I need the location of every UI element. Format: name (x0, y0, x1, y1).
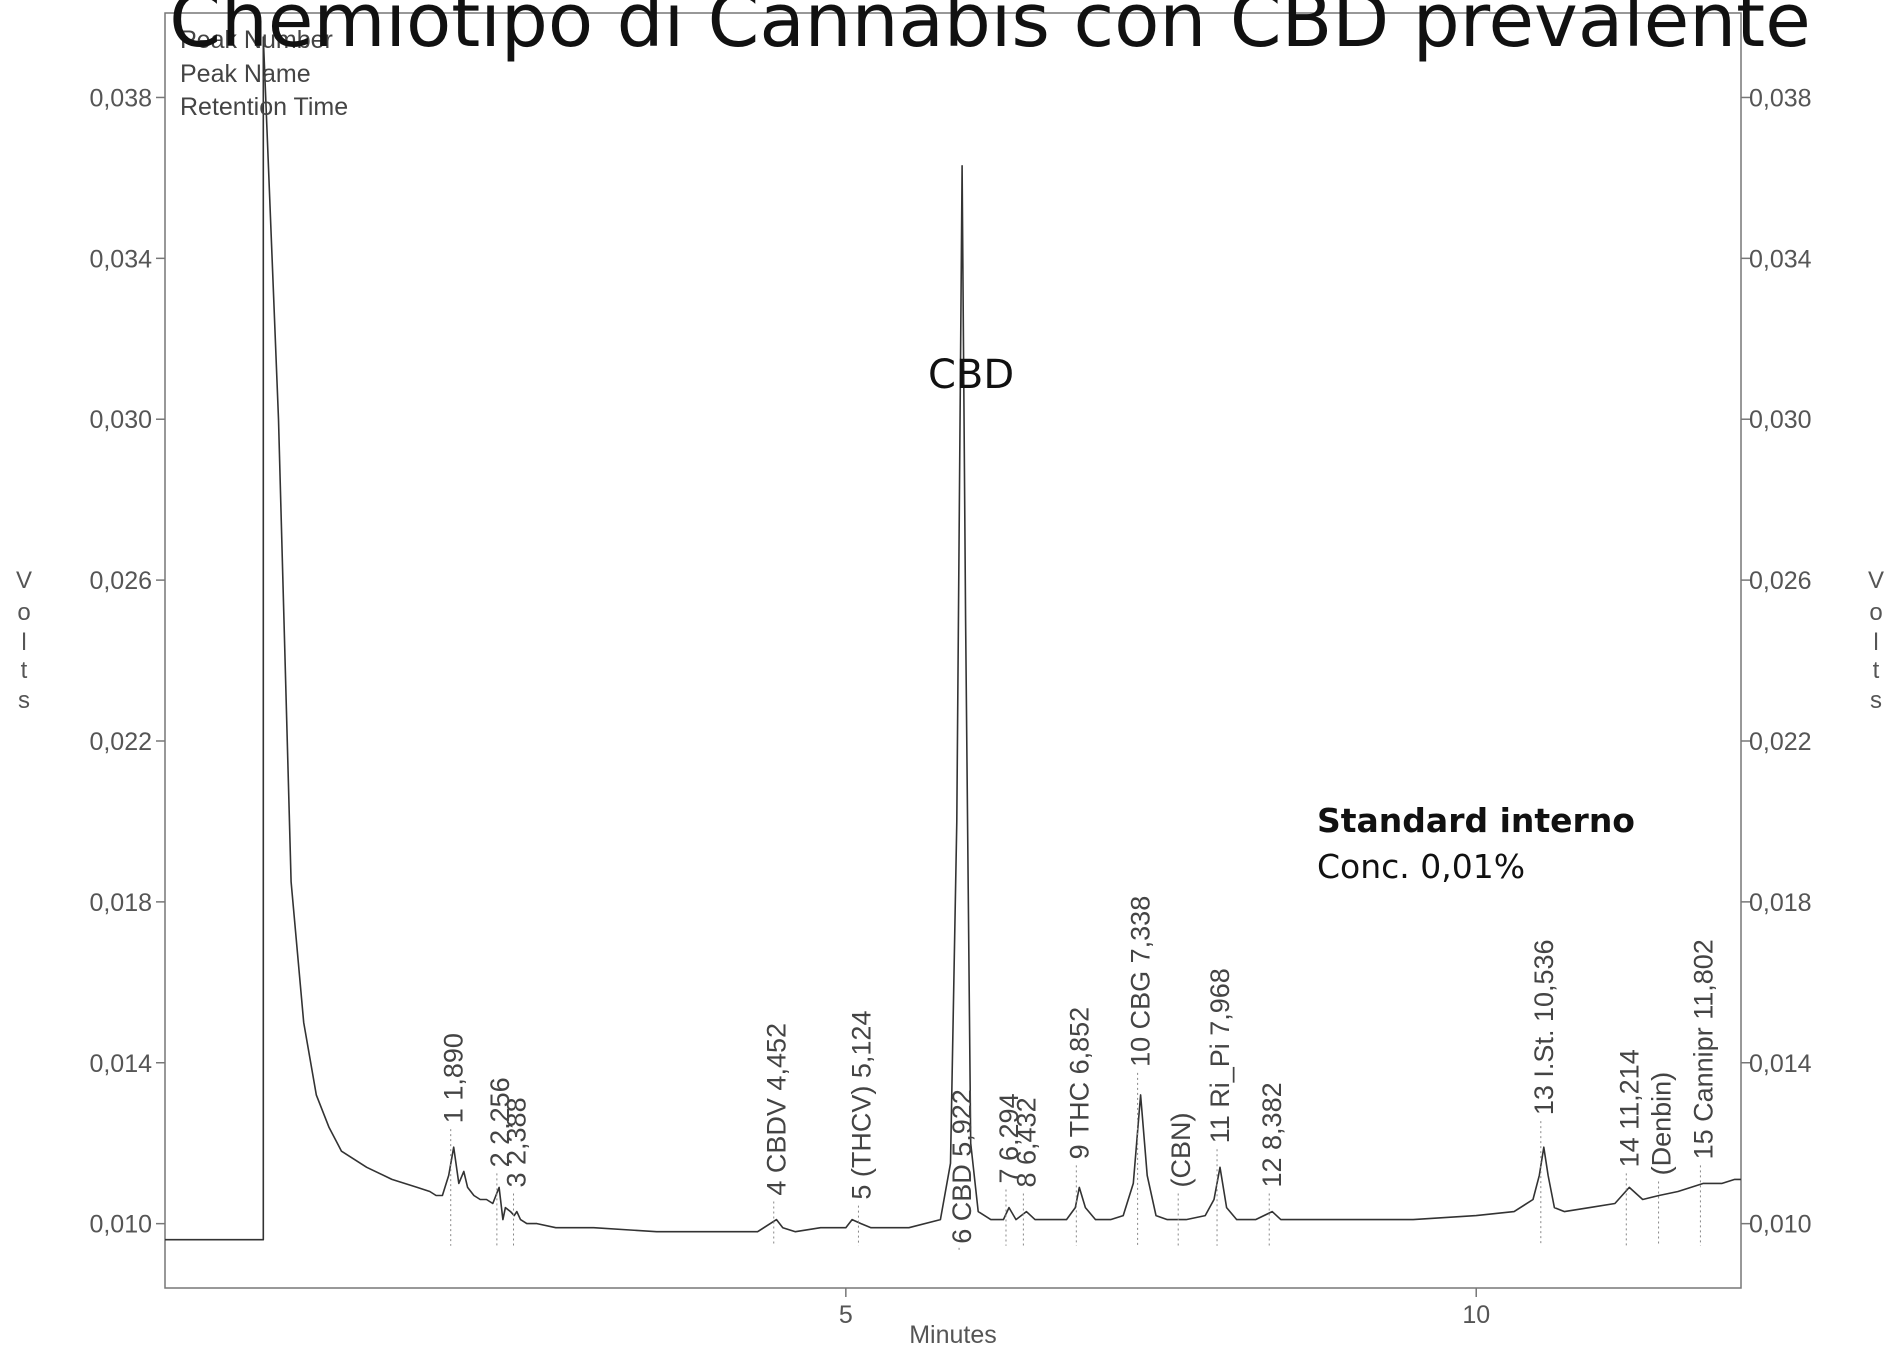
legend-item-retention-time: Retention Time (180, 93, 348, 121)
y-tick-label-right: 0,010 (1749, 1211, 1812, 1239)
peak-label: 12 8,382 (1257, 1082, 1287, 1187)
y-tick-label-right: 0,026 (1749, 567, 1812, 595)
peak-label: 5 (THCV) 5,124 (847, 1011, 877, 1200)
y-tick-label-left: 0,038 (89, 84, 152, 112)
standard-annotation-title: Standard interno (1317, 801, 1635, 840)
y-label-right-letter: V (1868, 567, 1884, 594)
plot-frame (164, 12, 1742, 1289)
y-tick-label-right: 0,018 (1749, 889, 1812, 917)
peak-label: 10 CBG 7,338 (1126, 896, 1156, 1067)
peak-label: 13 I.St. 10,536 (1529, 939, 1559, 1115)
x-tick-label: 5 (839, 1301, 853, 1329)
y-label-left-letter: s (18, 687, 30, 714)
y-tick-label-right: 0,014 (1749, 1050, 1812, 1078)
legend: Peak Number Peak Name Retention Time (180, 26, 348, 121)
peak-label: 15 Cannipr 11,802 (1688, 939, 1718, 1159)
peak-label: 2 2,256 (485, 1077, 515, 1167)
peak-label: 1 1,890 (439, 1033, 469, 1123)
x-tick-label: 10 (1462, 1301, 1490, 1329)
y-axis-left: 0,010 0,014 0,018 0,022 0,026 0,030 0,034 0,038 (89, 84, 165, 1239)
y-tick-label-right: 0,030 (1749, 406, 1812, 434)
y-tick-label-left: 0,010 (89, 1211, 152, 1239)
plot-area (164, 12, 1742, 1289)
x-axis: 5 10 (839, 1288, 1490, 1329)
cbd-annotation: CBD (928, 352, 1014, 398)
y-tick-label-left: 0,030 (89, 406, 152, 434)
legend-item-peak-name: Peak Name (180, 60, 311, 88)
peak-label: 14 11,214 (1614, 1049, 1644, 1167)
peak-label: 8 6,432 (1011, 1097, 1041, 1187)
series-layer (165, 36, 1741, 1241)
peak-label: 3 2,388 (502, 1097, 532, 1187)
y-tick-label-left: 0,018 (89, 889, 152, 917)
y-label-right-letter: l (1873, 629, 1878, 656)
y-label-right-letter: s (1870, 687, 1882, 714)
peak-label: 6 CBD 5,922 (947, 1089, 977, 1244)
legend-item-peak-number: Peak Number (180, 26, 333, 54)
y-axis-label-left: V o l t s (16, 567, 32, 714)
y-tick-label-left: 0,026 (89, 567, 152, 595)
peak-label: 4 CBDV 4,452 (762, 1023, 792, 1196)
standard-annotation-conc: Conc. 0,01% (1317, 847, 1525, 886)
y-label-right-letter: t (1873, 657, 1880, 684)
peak-label: (Denbin) (1647, 1072, 1677, 1176)
y-tick-label-left: 0,014 (89, 1050, 152, 1078)
y-axis-label-right: V o l t s (1868, 567, 1884, 714)
y-label-left-letter: t (21, 657, 28, 684)
x-axis-label: Minutes (909, 1321, 997, 1347)
y-axis-right: 0,010 0,014 0,018 0,022 0,026 0,030 0,034 0,038 (1741, 84, 1812, 1239)
chromatogram-trace (165, 36, 1741, 1241)
y-label-left-letter: V (16, 567, 32, 594)
peak-label: 9 THC 6,852 (1064, 1007, 1094, 1160)
y-tick-label-right: 0,022 (1749, 728, 1812, 756)
peak-label: 7 6,294 (994, 1093, 1024, 1183)
y-label-left-letter: l (21, 629, 26, 656)
y-tick-label-left: 0,034 (89, 245, 152, 273)
y-tick-label-right: 0,034 (1749, 245, 1812, 273)
y-label-right-letter: o (1869, 599, 1882, 626)
peak-label: (CBN) (1166, 1113, 1196, 1188)
y-tick-label-left: 0,022 (89, 728, 152, 756)
y-tick-label-right: 0,038 (1749, 84, 1812, 112)
y-label-left-letter: o (17, 599, 30, 626)
peak-label: 11 Ri_Pi 7,968 (1205, 968, 1235, 1143)
chart-title: Chemiotipo di Cannabis con CBD prevalent… (169, 0, 1810, 64)
